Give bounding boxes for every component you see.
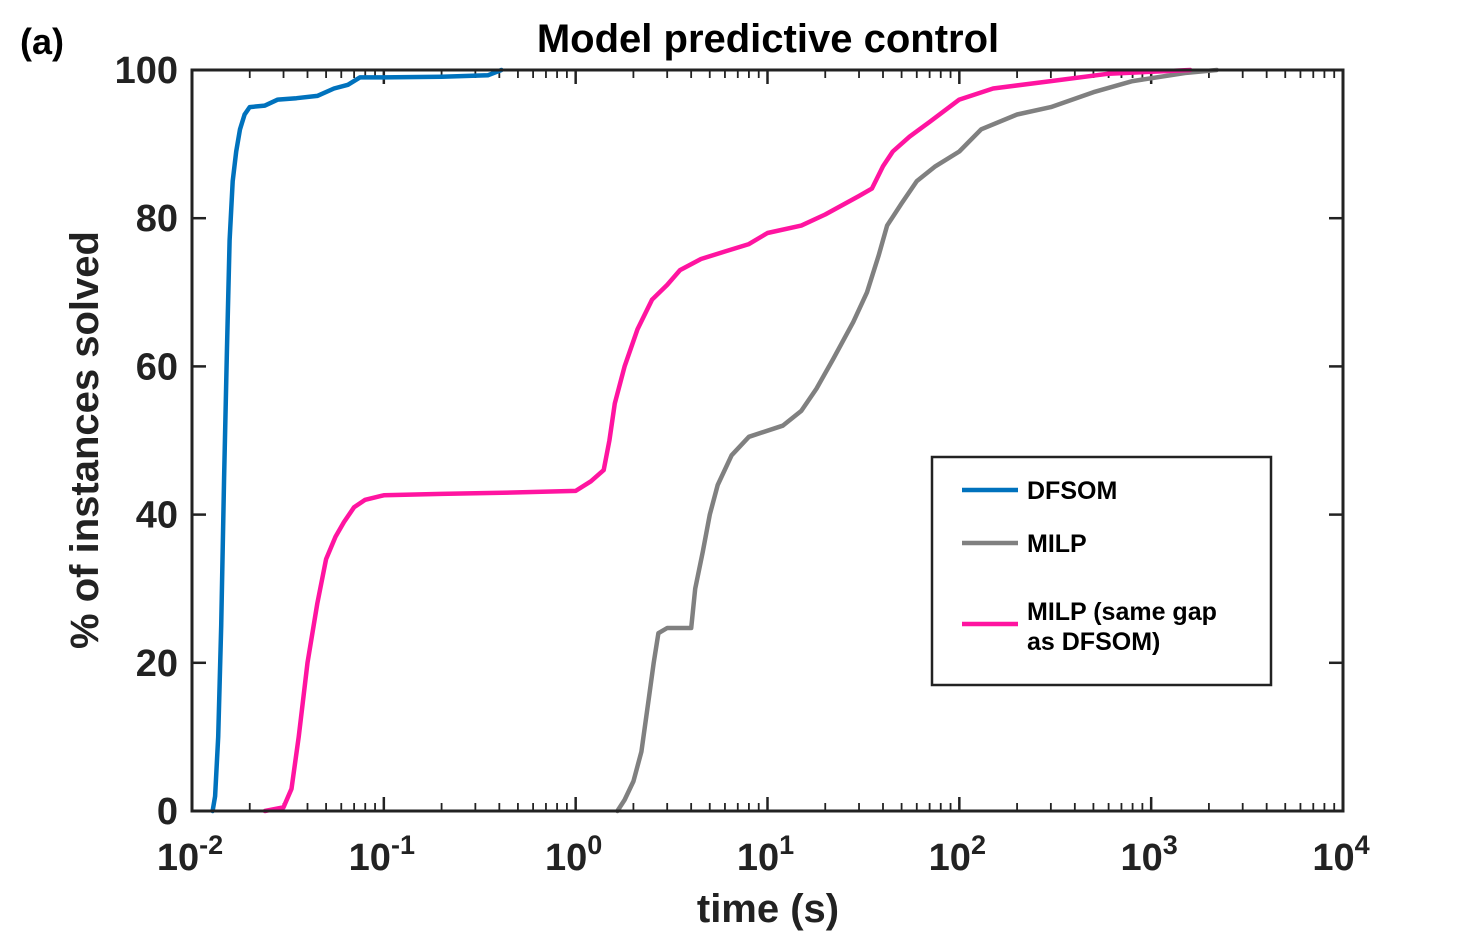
plot-frame bbox=[190, 68, 1345, 813]
x-axis-label: time (s) bbox=[697, 887, 839, 931]
y-tick-label: 40 bbox=[136, 495, 178, 537]
x-tick-label-exponent: 0 bbox=[587, 830, 602, 860]
x-tick-label-base: 10 bbox=[929, 837, 971, 879]
x-tick-label: 102 bbox=[929, 830, 986, 879]
x-tick-label-base: 10 bbox=[1121, 837, 1163, 879]
series-line-milp bbox=[615, 67, 1220, 814]
x-tick-label: 10-2 bbox=[157, 830, 223, 879]
y-tick-label: 60 bbox=[136, 346, 178, 388]
x-tick-label: 103 bbox=[1121, 830, 1178, 879]
legend-label: as DFSOM) bbox=[1027, 628, 1160, 656]
x-tick-label-base: 10 bbox=[1312, 837, 1354, 879]
chart-title: Model predictive control bbox=[537, 17, 999, 61]
x-tick-label-base: 10 bbox=[545, 837, 587, 879]
x-tick-label-exponent: 1 bbox=[779, 830, 794, 860]
x-tick-label-base: 10 bbox=[157, 837, 199, 879]
legend-label: MILP bbox=[1027, 530, 1087, 558]
x-tick-label-exponent: -2 bbox=[199, 830, 223, 860]
x-tick-label-base: 10 bbox=[349, 837, 391, 879]
legend-box bbox=[930, 455, 1273, 687]
panel-label: (a) bbox=[20, 21, 64, 62]
x-tick-label-exponent: -1 bbox=[391, 830, 415, 860]
x-tick-label-exponent: 3 bbox=[1163, 830, 1178, 860]
y-tick-label: 20 bbox=[136, 643, 178, 685]
series-line-dfsom bbox=[210, 67, 504, 814]
x-tick-label: 104 bbox=[1312, 830, 1369, 879]
legend-label: MILP (same gap bbox=[1027, 598, 1217, 626]
x-tick-label-exponent: 4 bbox=[1355, 830, 1370, 860]
y-axis-label: % of instances solved bbox=[63, 231, 107, 649]
x-tick-label: 101 bbox=[737, 830, 794, 879]
y-tick-label: 100 bbox=[115, 50, 178, 92]
series-line-milp-same-gap-as-dfsom bbox=[262, 67, 1193, 814]
y-tick-label: 80 bbox=[136, 198, 178, 240]
x-tick-label-exponent: 2 bbox=[971, 830, 986, 860]
y-tick-label: 0 bbox=[157, 791, 178, 833]
x-tick-label: 10-1 bbox=[349, 830, 415, 879]
x-tick-label-base: 10 bbox=[737, 837, 779, 879]
x-tick-label: 100 bbox=[545, 830, 602, 879]
legend-label: DFSOM bbox=[1027, 477, 1117, 505]
